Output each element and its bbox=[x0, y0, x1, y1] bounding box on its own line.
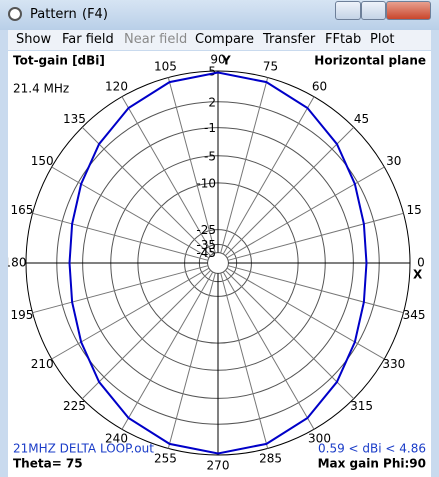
menu-bar: Show Far field Near field Compare Transfer FF… bbox=[8, 30, 431, 50]
radial-tick-label: 5 bbox=[208, 65, 216, 79]
menu-item[interactable]: Transfer bbox=[263, 32, 316, 47]
angle-tick-label: 30 bbox=[386, 154, 401, 168]
grid-spoke bbox=[121, 271, 214, 430]
menu-item[interactable]: FFtab bbox=[325, 32, 362, 47]
file-name: 21MHZ DELTA LOOP.out bbox=[13, 442, 154, 456]
grid-spoke bbox=[226, 267, 385, 360]
angle-tick-label: 300 bbox=[308, 431, 331, 445]
grid-spoke bbox=[220, 272, 269, 449]
angle-tick-label: 240 bbox=[105, 431, 128, 445]
window-shortcut: (F4) bbox=[82, 7, 108, 22]
close-button[interactable] bbox=[386, 1, 431, 20]
angle-tick-label: 60 bbox=[312, 80, 327, 94]
chart-subtitle: Horizontal plane bbox=[314, 54, 426, 68]
radial-tick-label: -35 bbox=[196, 238, 216, 252]
grid-spoke bbox=[227, 212, 404, 261]
menu-item[interactable]: Far field bbox=[62, 32, 114, 47]
radial-tick-label: -25 bbox=[196, 223, 216, 237]
grid-spoke bbox=[32, 265, 209, 314]
grid-spoke bbox=[51, 267, 210, 360]
grid-spoke bbox=[167, 77, 216, 254]
radial-tick-label: -1 bbox=[204, 121, 216, 135]
pattern-line bbox=[68, 71, 368, 455]
menu-item[interactable]: Show bbox=[16, 32, 52, 47]
frequency: 21.4 MHz bbox=[13, 82, 69, 96]
radial-tick-label: -45 bbox=[196, 246, 216, 260]
grid-spoke bbox=[225, 126, 355, 256]
angle-tick-label: 0 bbox=[417, 256, 425, 270]
grid-spoke bbox=[222, 96, 315, 255]
grid-spoke bbox=[167, 272, 216, 449]
app-icon bbox=[8, 7, 22, 21]
grid-spoke bbox=[32, 212, 209, 261]
angle-tick-label: 165 bbox=[10, 203, 33, 217]
radial-tick-label: -5 bbox=[204, 149, 216, 163]
grid-spoke bbox=[81, 270, 211, 400]
menu-item[interactable]: Plot bbox=[370, 32, 395, 47]
window-title: Pattern bbox=[30, 7, 77, 22]
angle-tick-label: 225 bbox=[63, 399, 86, 413]
menu-item[interactable]: Compare bbox=[195, 32, 254, 47]
chart: 0153045607590105120135150165180195210225… bbox=[4, 53, 426, 473]
angle-tick-label: 210 bbox=[31, 357, 54, 371]
angle-tick-label: 15 bbox=[406, 203, 421, 217]
menu-item: Near field bbox=[124, 32, 188, 47]
angle-tick-label: 330 bbox=[382, 357, 405, 371]
grid-spoke bbox=[225, 270, 355, 400]
angle-tick-label: 315 bbox=[350, 399, 373, 413]
angle-tick-label: 180 bbox=[8, 256, 26, 270]
angle-tick-label: 75 bbox=[263, 59, 278, 73]
y-axis-label: Y bbox=[221, 54, 231, 68]
angle-tick-label: 345 bbox=[403, 308, 426, 322]
grid-spoke bbox=[220, 77, 269, 254]
plot-area: 0153045607590105120135150165180195210225… bbox=[4, 51, 431, 477]
grid-spoke bbox=[226, 166, 385, 259]
max-gain: Max gain Phi:90 bbox=[318, 457, 426, 471]
angle-tick-label: 105 bbox=[154, 59, 177, 73]
grid-spoke bbox=[227, 265, 404, 314]
maximize-button[interactable] bbox=[361, 1, 386, 20]
angle-tick-label: 285 bbox=[259, 452, 282, 466]
gain-range: 0.59 < dBi < 4.86 bbox=[318, 442, 426, 456]
grid-spoke bbox=[222, 271, 315, 430]
angle-tick-label: 90 bbox=[210, 53, 225, 67]
x-axis-label: X bbox=[413, 268, 423, 282]
grid-spoke bbox=[81, 126, 211, 256]
radial-tick-label: 2 bbox=[208, 95, 216, 109]
grid-spoke bbox=[121, 96, 214, 255]
angle-tick-label: 255 bbox=[154, 452, 177, 466]
angle-tick-label: 150 bbox=[31, 154, 54, 168]
chart-title: Tot-gain [dBi] bbox=[13, 54, 105, 68]
angle-tick-label: 135 bbox=[63, 112, 86, 126]
radial-tick-label: -10 bbox=[196, 176, 216, 190]
title-bar: Pattern (F4) bbox=[0, 0, 439, 30]
grid-spoke bbox=[51, 166, 210, 259]
angle-tick-label: 45 bbox=[354, 112, 369, 126]
angle-tick-label: 270 bbox=[207, 459, 230, 473]
theta: Theta= 75 bbox=[13, 457, 83, 471]
minimize-button[interactable] bbox=[335, 1, 361, 20]
angle-tick-label: 120 bbox=[105, 80, 128, 94]
angle-tick-label: 195 bbox=[10, 308, 33, 322]
